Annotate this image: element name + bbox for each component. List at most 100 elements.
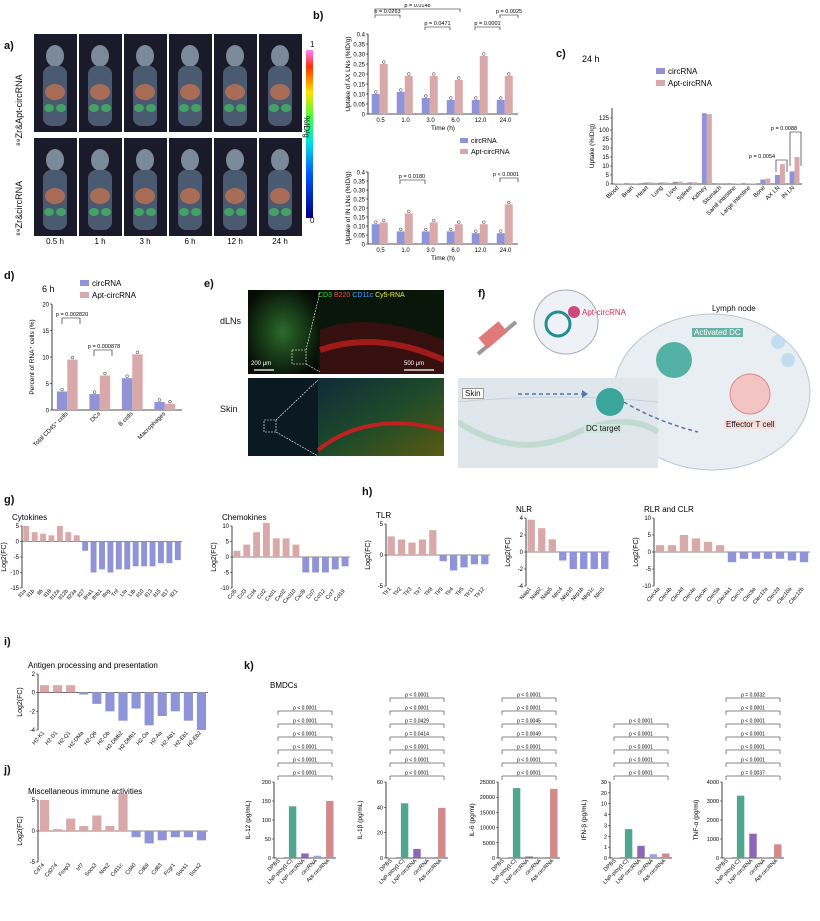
chart-title: NLR	[516, 505, 532, 514]
pet-hot	[90, 84, 110, 100]
bar-Apt-circRNA	[99, 375, 111, 410]
fc-bar	[196, 831, 207, 841]
fc-bar	[183, 831, 193, 838]
fc-bar	[157, 692, 167, 716]
y-tick-label: 0	[32, 691, 36, 697]
x-tick-label: DCs	[90, 411, 102, 423]
p-value: p < 0.0001	[293, 732, 317, 738]
sig-bracket	[277, 775, 333, 780]
label-lymph-node: Lymph node	[712, 304, 756, 313]
y-tick-label: 60	[377, 780, 383, 786]
fc-bar	[118, 793, 128, 831]
x-tick-label: Spleen	[676, 185, 693, 202]
fc-bar	[166, 541, 173, 564]
cytokine-bar	[537, 857, 546, 858]
fc-bar	[92, 815, 102, 831]
fc-bar	[272, 538, 280, 557]
y-tick-label: -2	[30, 709, 36, 715]
bar-Apt-circRNA	[750, 183, 756, 184]
pet-kidney	[56, 104, 66, 112]
sig-bracket	[501, 775, 557, 780]
pet-kidney	[89, 208, 99, 216]
bar-circRNA	[121, 378, 133, 410]
sig-bracket	[277, 723, 333, 728]
bar-Apt-circRNA	[479, 224, 488, 244]
pet-kidney	[44, 104, 54, 112]
data-point	[157, 398, 162, 402]
panel-label-j: j)	[4, 764, 11, 776]
bar-circRNA	[672, 181, 678, 184]
timepoint-label: 12 h	[227, 237, 243, 246]
y-tick-label: 0	[520, 550, 524, 556]
p-value: p < 0.0001	[741, 758, 765, 764]
x-tick-label: Il27	[76, 588, 86, 599]
x-tick-label: Tlr1	[382, 586, 393, 597]
x-tick-label: Macrophages	[137, 411, 167, 441]
y-tick-label: 0	[362, 113, 366, 119]
fc-bar	[82, 541, 89, 551]
fc-bar	[144, 692, 154, 726]
legend-swatch-circ	[656, 68, 665, 74]
p-value: p < 0.0001	[293, 758, 317, 764]
label-activated-dc: Activated DC	[692, 328, 743, 337]
fc-bar	[439, 555, 447, 562]
x-tick-label: Il1b	[26, 588, 36, 599]
pet-kidney	[101, 104, 111, 112]
y-tick-label: 15000	[480, 810, 495, 816]
y-tick-label: 15	[602, 155, 609, 161]
p-value: p = 0.0148	[404, 4, 430, 9]
chart-title: Miscellaneous immune activities	[28, 787, 142, 796]
data-point	[399, 227, 403, 232]
x-tick-label: Total CD45⁺ cells	[32, 410, 70, 448]
fc-bar	[787, 552, 797, 561]
p-value: p < 0.0001	[629, 771, 653, 777]
x-tick-label: Tlr7	[413, 586, 424, 597]
y-tick-label: 150	[262, 799, 271, 805]
y-tick-label: 0.4	[357, 171, 366, 177]
bar-circRNA	[446, 100, 455, 114]
x-tick-label: 12.0	[475, 118, 487, 124]
pet-head	[46, 45, 64, 67]
fc-bar	[559, 552, 567, 561]
fc-bar	[92, 692, 102, 704]
y-tick-label: -10	[220, 586, 229, 592]
x-tick-label: 3.0	[426, 118, 435, 124]
fc-bar	[157, 831, 167, 841]
x-tick-label: Ifng	[101, 588, 112, 599]
fc-bar	[66, 685, 76, 693]
y-tick-label: 50	[265, 837, 271, 843]
y-tick-label: 5	[46, 382, 50, 388]
y-tick-label: 20	[42, 303, 49, 309]
y-tick-label: 0.05	[353, 103, 365, 109]
fc-bar	[418, 539, 427, 555]
bar-circRNA	[643, 182, 649, 184]
cytokine-bar	[500, 857, 508, 858]
x-tick-label: H2-D1	[44, 730, 59, 746]
pet-hot	[135, 188, 155, 204]
y-axis-label: Uptake (%ID/g)	[589, 124, 596, 168]
y-tick-label: 4000	[707, 780, 719, 786]
data-point	[474, 229, 478, 233]
cytokine-bar	[749, 833, 757, 858]
x-tick-label: Tlr5	[455, 586, 466, 597]
sig-bracket	[725, 710, 781, 715]
stain-b220: B220	[333, 292, 351, 299]
chart-title: TLR	[376, 511, 391, 520]
cytokine-bar	[624, 829, 633, 858]
panel-label-c: c)	[556, 48, 566, 60]
sig-bracket	[389, 697, 445, 702]
fc-bar	[679, 535, 689, 552]
y-tick-label: 5	[606, 173, 610, 179]
sig-bracket	[374, 14, 401, 18]
data-point	[449, 227, 453, 232]
fc-bar	[569, 552, 577, 569]
fc-bar	[667, 545, 677, 552]
panel-b-charts: 0 0.05 0.10 0.15 0.20 0.25 0.30 0.35 0.4 0.5 1.0 3.…	[345, 4, 522, 262]
fc-bar	[775, 552, 785, 559]
y-tick-label: -4	[518, 584, 524, 590]
fc-bar	[23, 526, 30, 542]
y-tick-label: -15	[10, 586, 19, 592]
x-tick-label: Naip5	[540, 586, 554, 601]
